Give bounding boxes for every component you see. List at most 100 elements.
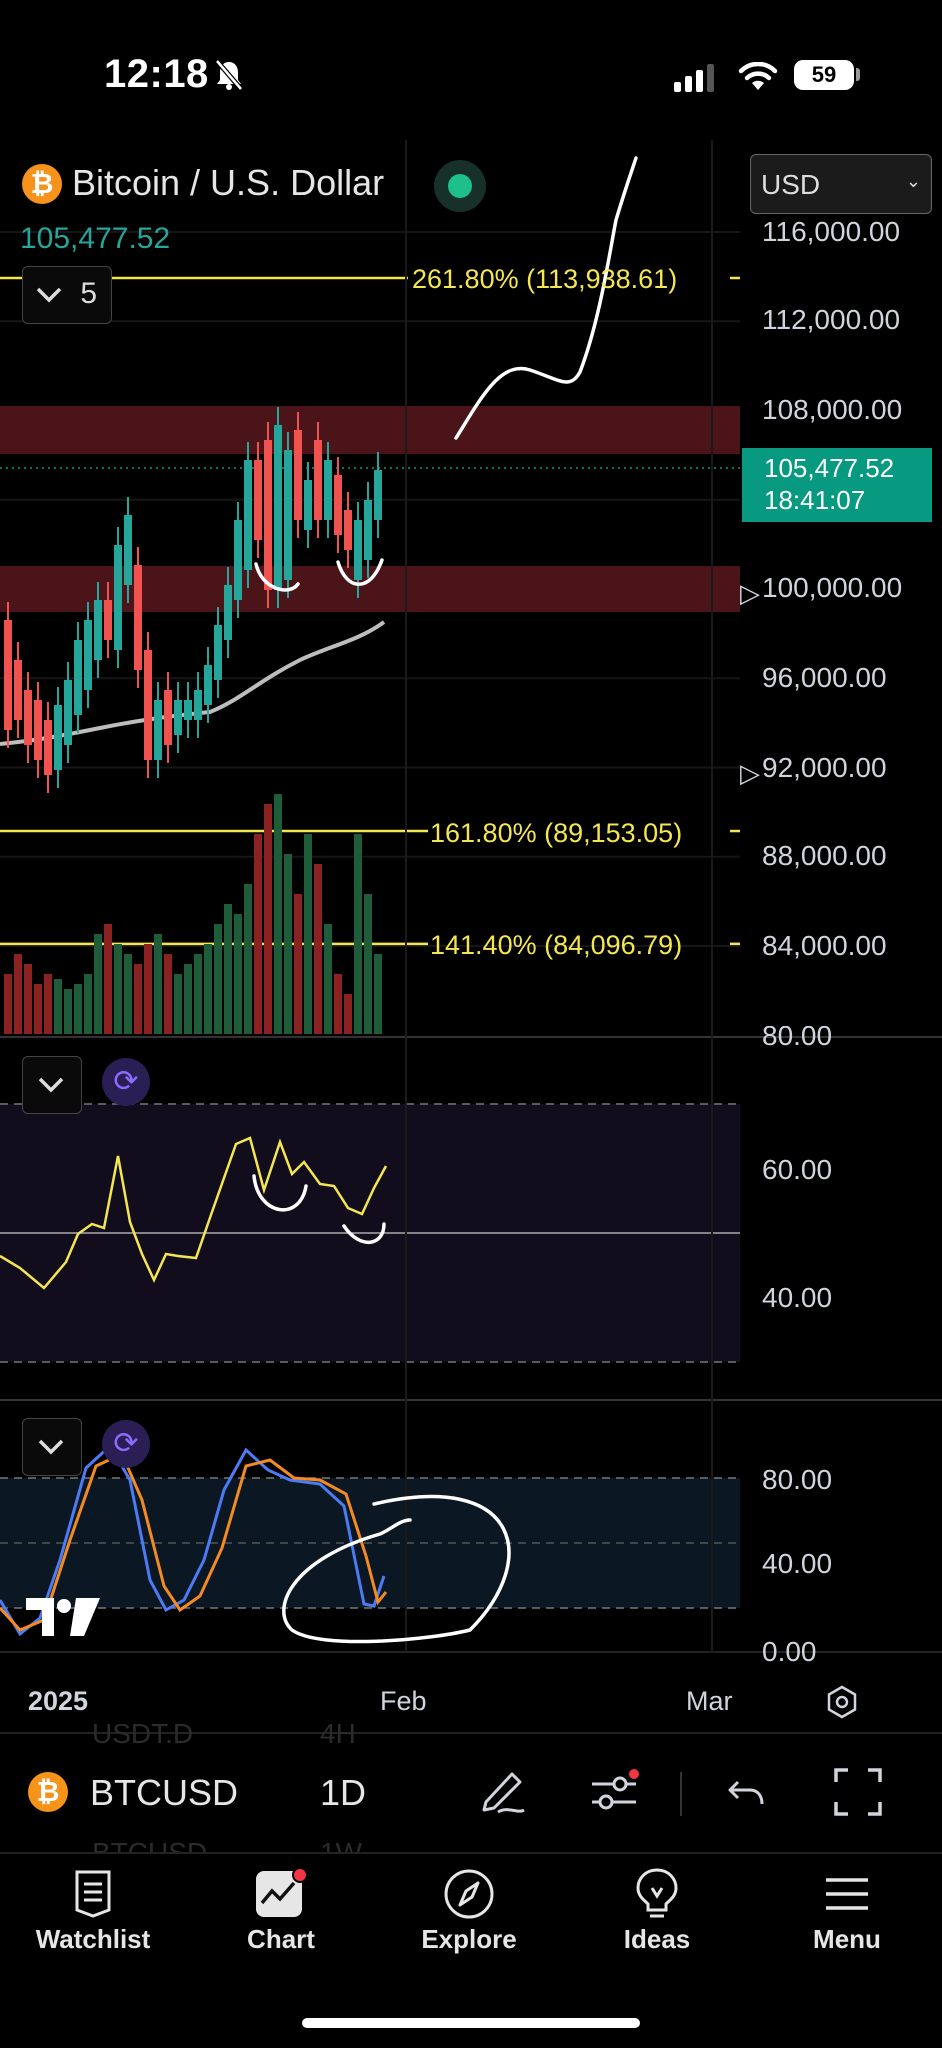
volume-bar <box>224 904 232 1034</box>
volume-bar <box>134 964 142 1034</box>
candle-body <box>44 720 52 775</box>
nav-label: Menu <box>813 1924 881 1954</box>
draw-pencil-icon[interactable] <box>478 1766 528 1816</box>
time-label: 2025 <box>28 1686 89 1716</box>
volume-bar <box>284 854 292 1034</box>
volume-bar <box>54 979 62 1034</box>
candlesticks <box>4 407 382 793</box>
volume-bar <box>334 974 342 1034</box>
nav-label: Chart <box>247 1924 315 1954</box>
nav-label: Explore <box>421 1924 517 1954</box>
candle-body <box>104 600 112 640</box>
price-label: 92,000.00 <box>762 752 887 783</box>
volume-bar <box>24 964 32 1034</box>
fullscreen-icon[interactable] <box>832 1766 884 1818</box>
volume-bar <box>174 974 182 1034</box>
candle-body <box>4 620 12 730</box>
nav-label: Ideas <box>623 1924 691 1954</box>
candle-body <box>124 515 132 585</box>
candle-body <box>274 425 282 590</box>
current-price-value: 105,477.52 <box>764 453 895 483</box>
toolbar-interval[interactable]: 1D <box>320 1772 367 1813</box>
candle-body <box>224 585 232 640</box>
bitcoin-logo-icon: ₿ <box>22 164 62 204</box>
nav-chart[interactable]: Chart <box>206 1864 356 1955</box>
candle-body <box>244 460 252 570</box>
chart-icon <box>256 1867 308 1917</box>
stoch-d-line <box>0 1451 388 1632</box>
silent-bell-icon <box>215 59 243 91</box>
bottom-mark-2 <box>336 558 384 586</box>
undo-icon[interactable] <box>726 1772 766 1812</box>
nav-menu[interactable]: Menu <box>772 1864 922 1955</box>
volume-bar <box>234 914 242 1034</box>
volume-bar <box>254 834 262 1034</box>
last-price: 105,477.52 <box>20 222 171 255</box>
stoch-k-line <box>0 1443 386 1637</box>
toolbar-divider <box>0 1732 942 1734</box>
sync-icon[interactable]: ⟳ <box>102 1420 150 1468</box>
market-open-dot <box>448 174 472 198</box>
chart-canvas[interactable] <box>0 140 942 1660</box>
volume-bar <box>44 974 52 1034</box>
bar-countdown: 18:41:07 <box>764 485 866 515</box>
stoch-collapse-button[interactable] <box>22 1418 82 1476</box>
candle-body <box>314 440 322 520</box>
toolbar-symbol[interactable]: BTCUSD <box>90 1772 239 1813</box>
candle-body <box>94 600 102 660</box>
candle-body <box>364 500 372 560</box>
candle-body <box>304 480 312 530</box>
volume-bar <box>344 994 352 1034</box>
status-time: 12:18 <box>104 52 209 96</box>
candle-body <box>54 705 62 770</box>
volume-bar <box>84 974 92 1034</box>
signal-icon <box>674 64 714 92</box>
candle-body <box>194 690 202 720</box>
candle-body <box>214 625 222 680</box>
candle-body <box>324 460 332 520</box>
indicators-toggle-button[interactable]: 5 <box>22 266 112 324</box>
volume-bar <box>164 954 172 1034</box>
price-label: 100,000.00 <box>762 572 903 603</box>
nav-ideas[interactable]: Ideas <box>582 1864 732 1955</box>
home-indicator <box>302 2018 640 2028</box>
rsi-collapse-button[interactable] <box>22 1056 82 1114</box>
stoch-scale-label: 0.00 <box>762 1636 817 1667</box>
currency-select[interactable]: USD ⌄ <box>750 154 932 214</box>
symbol-title[interactable]: Bitcoin / U.S. Dollar <box>72 162 385 203</box>
hand-drawings <box>252 156 638 1644</box>
nav-watchlist[interactable]: Watchlist <box>18 1864 168 1955</box>
candle-body <box>64 680 72 745</box>
volume-bar <box>64 989 72 1034</box>
indicator-settings-icon[interactable] <box>590 1768 644 1816</box>
chevron-down-icon <box>38 1439 64 1455</box>
bitcoin-logo-icon: ₿ <box>28 1772 68 1812</box>
price-label: 96,000.00 <box>762 662 887 693</box>
resistance-zone-lower <box>0 566 740 612</box>
volume-bar <box>294 894 302 1034</box>
price-label: 116,000.00 <box>762 216 901 247</box>
candle-body <box>344 510 352 550</box>
volume-bar <box>214 924 222 1034</box>
rsi-scale-label: 60.00 <box>762 1154 833 1185</box>
candle-body <box>184 700 192 720</box>
settings-hex-icon[interactable] <box>824 1684 860 1720</box>
ghost-symbol: USDT.D <box>92 1724 194 1749</box>
candle-body <box>14 660 22 720</box>
volume-bar <box>324 924 332 1034</box>
candle-body <box>114 545 122 650</box>
market-status-indicator[interactable] <box>434 160 486 212</box>
alert-marker-icon[interactable]: ▷ <box>740 758 760 788</box>
sync-icon[interactable]: ⟳ <box>102 1058 150 1106</box>
battery-tip <box>856 68 860 81</box>
alert-marker-icon[interactable]: ▷ <box>740 578 760 608</box>
indicators-count: 5 <box>80 277 97 310</box>
volume-bars <box>4 794 382 1034</box>
nav-explore[interactable]: Explore <box>394 1864 544 1955</box>
price-label: 88,000.00 <box>762 840 887 871</box>
toolbar-separator <box>680 1772 682 1816</box>
volume-bar <box>74 984 82 1034</box>
candle-body <box>74 640 82 715</box>
rsi-mark-1 <box>252 1174 308 1212</box>
volume-bar <box>4 974 12 1034</box>
